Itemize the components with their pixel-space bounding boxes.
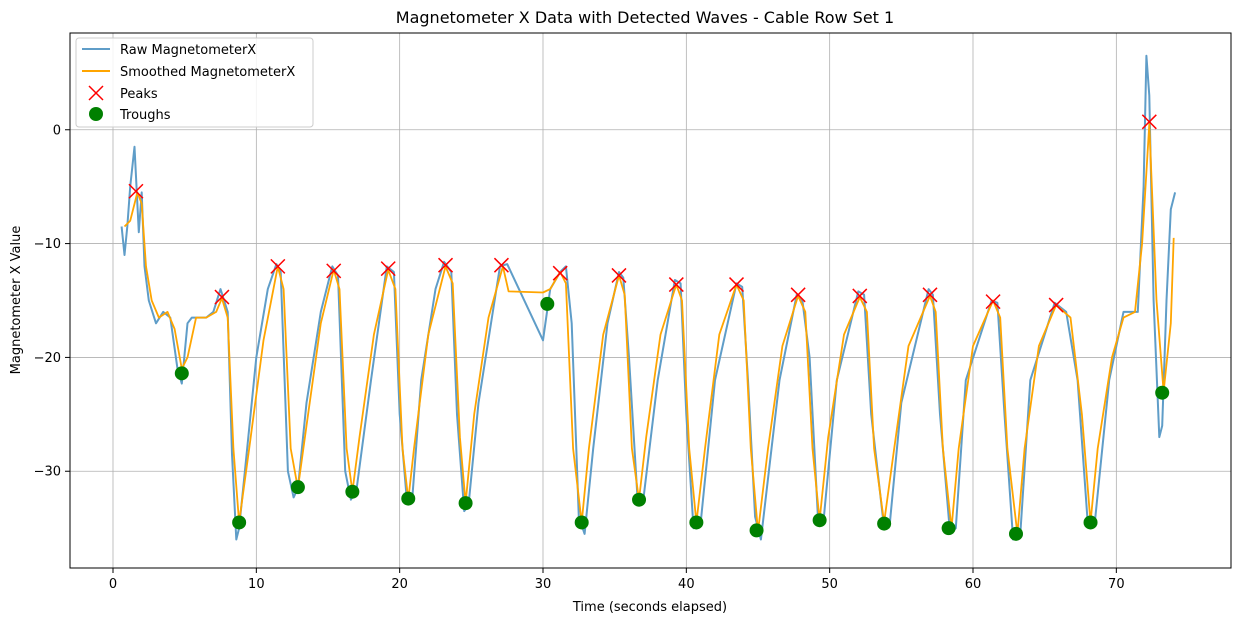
- x-tick-label: 70: [1108, 577, 1125, 592]
- legend-peaks-swatch: [88, 85, 104, 101]
- peak-marker: [922, 287, 938, 303]
- trough-marker: [290, 480, 305, 495]
- plot-area: [120, 54, 1177, 541]
- peak-marker: [128, 183, 144, 199]
- legend-smoothed-label: Smoothed MagnetometerX: [120, 65, 295, 80]
- peak-marker: [852, 288, 868, 304]
- trough-marker: [574, 515, 589, 530]
- trough-marker: [232, 515, 247, 530]
- peak-marker: [214, 289, 230, 305]
- trough-marker: [1009, 526, 1023, 541]
- legend-troughs-label: Troughs: [119, 108, 171, 123]
- y-tick-label: −10: [34, 237, 61, 252]
- peak-marker: [326, 263, 342, 279]
- peak-marker: [552, 265, 568, 281]
- y-tick-label: −20: [34, 351, 61, 366]
- legend-raw-label: Raw MagnetometerX: [120, 43, 256, 58]
- trough-marker: [540, 296, 555, 311]
- trough-marker: [1155, 385, 1170, 400]
- peak-marker: [380, 261, 396, 277]
- grid: [70, 33, 1231, 568]
- trough-marker: [689, 515, 704, 530]
- x-axis: 0 10 20 30 40 50 60 70: [109, 568, 1125, 592]
- trough-marker: [458, 496, 473, 511]
- trough-marker: [345, 484, 360, 499]
- x-axis-label: Time (seconds elapsed): [572, 600, 727, 615]
- peak-marker: [1048, 297, 1064, 313]
- x-tick-label: 60: [965, 577, 982, 592]
- y-axis-label: Magnetometer X Value: [9, 226, 24, 375]
- y-tick-label: 0: [53, 123, 61, 138]
- trough-marker: [632, 492, 647, 507]
- x-tick-label: 10: [248, 577, 265, 592]
- x-tick-label: 40: [678, 577, 695, 592]
- legend-troughs-swatch: [89, 107, 103, 121]
- trough-marker: [749, 523, 764, 538]
- y-axis: 0 −10 −20 −30: [34, 123, 70, 480]
- x-tick-label: 50: [821, 577, 838, 592]
- series-raw-line: [120, 54, 1177, 541]
- peak-marker: [493, 257, 509, 273]
- peak-marker: [438, 257, 454, 273]
- legend: Raw MagnetometerX Smoothed MagnetometerX…: [75, 37, 314, 128]
- trough-marker: [941, 521, 956, 536]
- trough-marker: [877, 516, 892, 531]
- x-tick-label: 20: [391, 577, 408, 592]
- trough-marker: [401, 491, 416, 506]
- legend-box: [75, 37, 314, 128]
- x-tick-label: 30: [535, 577, 552, 592]
- peak-marker: [1141, 114, 1157, 130]
- peak-marker: [611, 267, 627, 283]
- peak-marker: [728, 277, 745, 293]
- chart-title: Magnetometer X Data with Detected Waves …: [396, 8, 894, 27]
- series-smoothed-line: [123, 123, 1175, 535]
- x-tick-label: 0: [109, 577, 117, 592]
- trough-marker: [812, 513, 827, 528]
- trough-marker: [174, 366, 189, 381]
- trough-marker: [1083, 515, 1098, 530]
- peak-marker: [985, 294, 1001, 310]
- peak-marker: [790, 287, 806, 303]
- legend-peaks-label: Peaks: [120, 87, 158, 102]
- peak-marker: [668, 277, 684, 293]
- plot-frame: [69, 32, 1232, 569]
- peak-marker: [270, 258, 286, 274]
- y-tick-label: −30: [34, 465, 61, 480]
